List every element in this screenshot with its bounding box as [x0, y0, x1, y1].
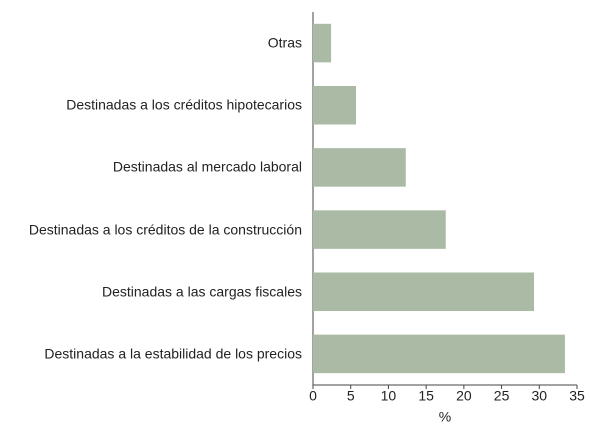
x-tick-label: 15: [418, 388, 434, 404]
y-tick-label: Destinadas a la estabilidad de los preci…: [44, 345, 302, 362]
y-tick-label: Destinadas a los créditos de la construc…: [28, 221, 302, 238]
x-tick-label: 10: [381, 388, 397, 404]
bar: [313, 148, 406, 187]
x-tick-label: 35: [569, 388, 585, 404]
bar: [313, 23, 332, 63]
bar: [313, 334, 565, 374]
bar: [313, 210, 446, 249]
bar: [313, 272, 535, 312]
y-tick-label: Destinadas a los créditos hipotecarios: [66, 96, 302, 113]
y-tick-label: Otras: [267, 34, 302, 51]
x-tick-label: 30: [531, 388, 547, 404]
bar: [313, 85, 356, 125]
x-tick-label: 5: [347, 388, 355, 404]
x-tick-label: 25: [494, 388, 510, 404]
x-tick-label: 20: [456, 388, 472, 404]
y-tick-label: Destinadas al mercado laboral: [112, 158, 302, 175]
x-axis-label: %: [439, 409, 451, 424]
y-tick-label: Destinadas a las cargas fiscales: [102, 283, 302, 300]
x-tick-label: 0: [309, 388, 317, 404]
